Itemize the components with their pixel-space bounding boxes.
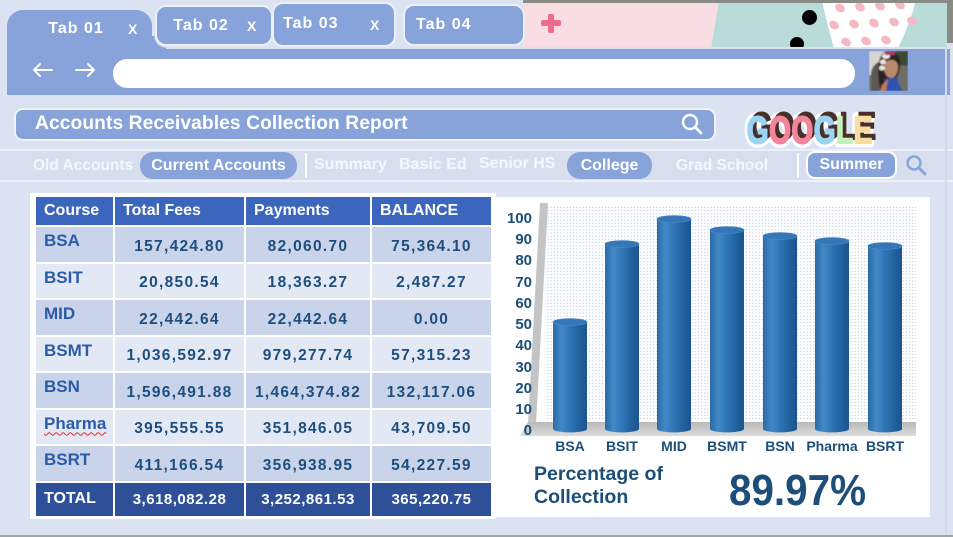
svg-text:10: 10 [515, 401, 532, 418]
svg-text:Percentage of: Percentage of [534, 463, 663, 485]
svg-text:20: 20 [515, 380, 532, 397]
svg-text:BSMT: BSMT [707, 438, 747, 454]
svg-text:MID: MID [661, 438, 687, 454]
svg-text:BSA: BSA [555, 438, 585, 454]
svg-text:100: 100 [507, 210, 532, 227]
svg-text:GOOGLE: GOOGLE [751, 107, 877, 148]
svg-text:80: 80 [515, 252, 532, 269]
svg-text:Collection: Collection [534, 486, 628, 508]
svg-text:89.97%: 89.97% [729, 466, 866, 515]
svg-text:BSN: BSN [765, 438, 795, 454]
svg-text:0: 0 [524, 422, 532, 439]
svg-text:50: 50 [515, 316, 532, 333]
svg-text:30: 30 [515, 359, 532, 376]
svg-text:BSIT: BSIT [606, 438, 638, 454]
svg-text:90: 90 [515, 231, 532, 248]
svg-text:Pharma: Pharma [806, 438, 858, 454]
svg-text:GOOGLE: GOOGLE [747, 110, 873, 149]
svg-text:BSRT: BSRT [866, 438, 905, 454]
svg-text:60: 60 [515, 295, 532, 312]
svg-text:70: 70 [515, 274, 532, 291]
svg-text:40: 40 [515, 337, 532, 354]
svg-text:GOOGLE: GOOGLE [747, 110, 873, 149]
